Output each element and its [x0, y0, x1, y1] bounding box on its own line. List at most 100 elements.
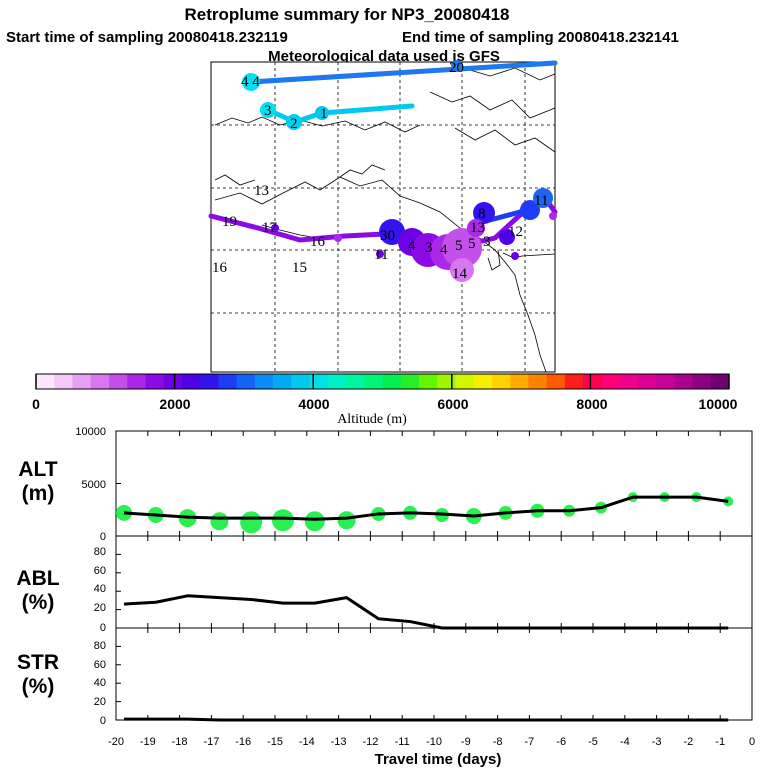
map-label: 14 [452, 266, 468, 282]
colorbar-swatch [674, 374, 694, 389]
colorbar-swatch [437, 374, 456, 389]
x-tick-label: -15 [267, 736, 283, 748]
map-label: 16 [310, 234, 326, 250]
colorbar-swatch [601, 374, 621, 389]
colorbar-swatch [346, 374, 365, 389]
colorbar-swatch [418, 374, 438, 389]
x-axis-label: Travel time (days) [375, 751, 502, 768]
colorbar-label: Altitude (m) [337, 412, 407, 427]
alt-series [116, 430, 734, 537]
str-ytick: 60 [94, 659, 106, 671]
colorbar-swatch [491, 374, 511, 389]
map-label: 13 [470, 220, 485, 236]
colorbar-swatch [656, 374, 675, 389]
colorbar-swatch [127, 374, 146, 389]
colorbar-swatch [145, 374, 165, 389]
x-tick-label: -7 [525, 736, 535, 748]
map-label: 16 [212, 260, 228, 276]
colorbar-ticks: 0 2000 4000 6000 8000 10000 [32, 396, 738, 412]
abl-panel-label: ABL [16, 567, 59, 590]
x-tick-label: -2 [684, 736, 694, 748]
colorbar-swatch [90, 374, 110, 389]
abl-ytick: 40 [94, 583, 106, 595]
colorbar-swatch [364, 374, 383, 389]
alt-panel-label: ALT [18, 458, 57, 481]
colorbar-swatch [309, 374, 329, 389]
colorbar-tick: 8000 [576, 396, 607, 412]
abl-ytick: 80 [94, 546, 106, 558]
abl-panel-unit: (%) [22, 591, 55, 614]
map-label: 15 [292, 260, 307, 276]
alt-marker [337, 511, 356, 530]
alt-marker [116, 504, 132, 521]
colorbar-swatch [218, 374, 238, 389]
x-tick-label: -6 [556, 736, 566, 748]
colorbar-swatch [327, 374, 347, 389]
str-ytick: 20 [94, 696, 106, 708]
x-tick-label: 0 [749, 736, 755, 748]
map-label: 4 4 [241, 74, 260, 90]
map-label: 11 [374, 247, 388, 263]
x-tick-label: -11 [395, 736, 410, 748]
colorbar-swatch [273, 374, 292, 389]
alt-line [123, 495, 729, 521]
x-tick-label: -5 [588, 736, 598, 748]
x-tick-label: -20 [108, 736, 124, 748]
abl-ytick: 60 [94, 565, 106, 577]
map-label: 19 [222, 214, 237, 230]
end-time-label: End time of sampling 20080418.232141 [402, 29, 679, 46]
x-tick-label: -14 [299, 736, 315, 748]
colorbar-swatch [455, 374, 475, 389]
colorbar-swatch [583, 374, 602, 389]
colorbar-swatch [564, 374, 584, 389]
map-label: 5 [455, 238, 463, 254]
str-panel-label: STR [17, 651, 59, 674]
alt-ytick: 10000 [75, 426, 106, 438]
map-coastlines [214, 67, 556, 373]
x-tick-label: -13 [331, 736, 347, 748]
map-label: 2 [290, 116, 298, 132]
alt-marker [210, 512, 229, 531]
colorbar-swatch [382, 374, 402, 389]
str-panel-unit: (%) [22, 675, 55, 698]
x-tick-label: -1 [715, 736, 725, 748]
colorbar-swatch [254, 374, 274, 389]
map-label: 17 [262, 220, 278, 236]
map-label: 8 [478, 206, 486, 222]
str-ytick: 80 [94, 640, 106, 652]
colorbar-tick: 10000 [699, 396, 738, 412]
colorbar-swatch [108, 374, 128, 389]
map-label: 4 [408, 238, 416, 254]
colorbar-swatch [36, 374, 55, 389]
abl-line [123, 594, 729, 630]
colorbar-swatch [72, 374, 92, 389]
map-label: 13 [254, 183, 269, 199]
timeseries-panels: ALT (m) 10000 5000 0 ABL (%) 80 60 40 20… [16, 426, 755, 748]
x-tick-label: -17 [203, 736, 219, 748]
colorbar-swatch [181, 374, 201, 389]
map-label: 4 [440, 242, 448, 258]
x-tick-label: -18 [172, 736, 188, 748]
colorbar-swatch [473, 374, 493, 389]
colorbar-swatch [200, 374, 219, 389]
map-label: 5 [468, 236, 476, 252]
colorbar-swatch [692, 374, 712, 389]
x-axis-ticks: -20 -19 -18 -17 -16 -15 -14 -13 -12 -11 -10 -9 -8 -7-… [108, 431, 755, 748]
x-tick-label: -19 [140, 736, 156, 748]
map-label: 1 [320, 106, 328, 122]
colorbar-swatch [710, 374, 730, 389]
colorbar-tick: 0 [32, 396, 40, 412]
map-graticule [211, 62, 555, 372]
colorbar-swatch [528, 374, 548, 389]
x-tick-label: -12 [362, 736, 378, 748]
map-label: 11 [534, 193, 548, 209]
x-tick-label: -3 [652, 736, 662, 748]
colorbar-swatch [546, 374, 566, 389]
map-label: 30 [380, 228, 395, 244]
abl-ytick: 0 [100, 622, 106, 634]
colorbar-swatch [54, 374, 73, 389]
colorbar-swatch [291, 374, 311, 389]
abl-ytick: 20 [94, 602, 106, 614]
colorbar-tick: 2000 [159, 396, 190, 412]
